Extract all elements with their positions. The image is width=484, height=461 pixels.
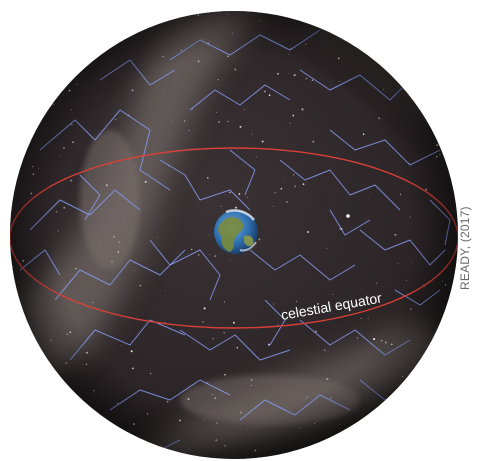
star — [41, 108, 43, 110]
star — [94, 438, 96, 440]
star — [407, 30, 410, 32]
star — [443, 364, 446, 367]
star — [326, 16, 328, 17]
star — [88, 31, 91, 34]
star — [18, 160, 20, 162]
star — [447, 136, 448, 138]
star — [158, 21, 160, 23]
star — [41, 81, 43, 83]
star — [15, 118, 17, 120]
star — [44, 401, 46, 403]
star — [99, 426, 102, 428]
star — [142, 454, 143, 455]
star — [134, 29, 137, 32]
star — [448, 88, 449, 90]
star — [85, 26, 87, 27]
star — [392, 23, 393, 25]
star — [69, 14, 72, 17]
star — [20, 77, 22, 80]
star — [437, 346, 438, 347]
star — [365, 20, 367, 22]
star — [436, 11, 439, 12]
star — [387, 433, 389, 436]
star — [308, 11, 310, 13]
star — [34, 123, 37, 126]
star — [28, 359, 31, 362]
star — [111, 429, 113, 432]
star — [445, 407, 447, 409]
star — [62, 385, 65, 388]
star — [166, 17, 168, 19]
star — [86, 447, 88, 450]
star — [450, 11, 451, 13]
satellite-marker — [346, 214, 350, 218]
star — [449, 447, 451, 449]
star — [20, 162, 22, 164]
star — [406, 67, 407, 68]
star — [117, 431, 119, 433]
image-credit: READY, (2017) — [458, 206, 472, 290]
star — [442, 56, 444, 58]
star — [84, 11, 87, 13]
star — [449, 172, 452, 175]
earth-globe — [214, 209, 258, 254]
star — [455, 199, 458, 202]
star — [446, 45, 449, 48]
star — [304, 13, 305, 14]
star — [417, 365, 419, 367]
star — [46, 73, 48, 75]
star — [10, 444, 13, 447]
star — [417, 96, 420, 99]
star — [43, 58, 45, 60]
star — [131, 436, 133, 439]
star — [391, 404, 394, 407]
star — [14, 160, 17, 163]
star — [310, 11, 312, 12]
star — [426, 392, 428, 394]
star — [129, 435, 131, 436]
star — [381, 447, 384, 450]
star — [17, 147, 20, 149]
star — [408, 431, 410, 433]
